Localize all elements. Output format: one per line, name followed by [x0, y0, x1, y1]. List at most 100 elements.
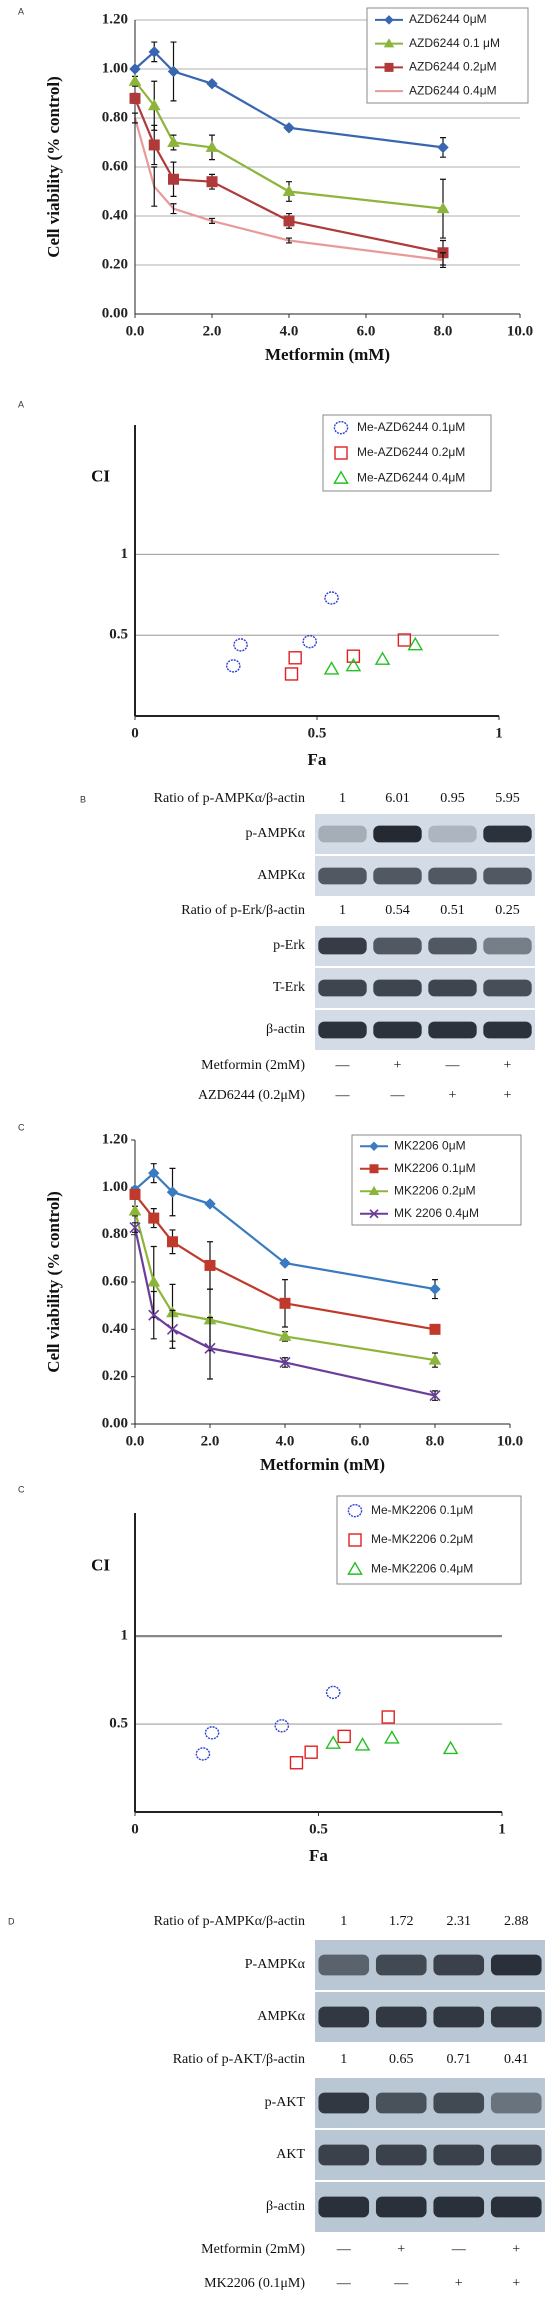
blot-band	[490, 2092, 542, 2114]
x-tick-label: 10.0	[497, 1433, 523, 1449]
blot-band	[375, 2092, 427, 2114]
y-tick-label: 0.20	[102, 1368, 128, 1384]
blot-band	[318, 825, 367, 843]
blot-band	[318, 2196, 370, 2218]
y-tick-label: 0.80	[102, 1226, 128, 1242]
error-bar	[286, 237, 292, 244]
band-label: AMPKα	[257, 868, 305, 883]
y-tick-label: 0.20	[102, 256, 128, 272]
blot-band	[483, 937, 532, 955]
marker	[289, 1756, 304, 1770]
marker	[304, 1745, 318, 1759]
blot-band	[433, 2196, 485, 2218]
marker	[147, 99, 161, 111]
y-tick-label: 0.60	[102, 158, 128, 174]
marker	[354, 1737, 371, 1751]
legend-marker	[384, 62, 394, 72]
marker	[384, 1730, 400, 1744]
x-tick-label: 10.0	[507, 323, 533, 339]
legend-label: MK2206 0.2μM	[394, 1183, 476, 1197]
ratio-value: 1	[340, 2052, 347, 2067]
blot-band	[373, 825, 422, 843]
ratio-value: 0.71	[447, 2052, 472, 2067]
band-label: p-Erk	[273, 938, 305, 953]
band-label: AKT	[276, 2147, 305, 2162]
ratio-value: 1	[340, 1914, 347, 1929]
marker	[436, 202, 450, 214]
series-line	[133, 1227, 436, 1397]
blot-band	[490, 1954, 542, 1976]
series-line	[134, 80, 444, 210]
ratio-label: Ratio of p-Erk/β-actin	[181, 903, 305, 918]
treatment-value: +	[449, 1088, 457, 1103]
marker	[204, 1198, 216, 1210]
legend-label: Me-MK2206 0.2μM	[371, 1532, 473, 1546]
blot-band	[433, 1954, 485, 1976]
blot-band	[433, 2006, 485, 2028]
legend-label: Me-MK2206 0.4μM	[371, 1562, 473, 1576]
blot-band	[373, 1021, 422, 1039]
marker	[128, 74, 142, 86]
blot-band	[483, 867, 532, 885]
treatment-value: +	[504, 1058, 512, 1073]
marker	[442, 1740, 459, 1755]
legend-box	[366, 7, 529, 104]
blot-band	[433, 2092, 485, 2114]
legend-marker	[334, 446, 348, 460]
marker	[129, 92, 141, 104]
y-tick-label: 1.20	[102, 11, 128, 27]
y-tick-label: 0.40	[102, 1321, 128, 1337]
legend-marker	[333, 470, 349, 484]
legend-marker	[333, 420, 349, 435]
marker	[429, 1323, 441, 1335]
marker	[374, 651, 391, 665]
marker	[284, 667, 299, 681]
marker	[129, 1222, 141, 1234]
ratio-label: Ratio of p-AKT/β-actin	[173, 2052, 305, 2067]
y-axis-title: CI	[91, 1556, 110, 1575]
marker	[337, 1729, 351, 1744]
blot-band	[318, 1021, 367, 1039]
x-tick-label: 0.5	[309, 1821, 328, 1837]
blot-band	[318, 2006, 370, 2028]
treatment-value: —	[335, 1058, 351, 1073]
blot-band	[483, 979, 532, 997]
ratio-value: 0.95	[440, 791, 465, 806]
blot-band	[490, 2196, 542, 2218]
treatment-value: —	[451, 2242, 467, 2257]
band-label: T-Erk	[273, 980, 305, 995]
marker	[324, 591, 339, 605]
blot-band	[318, 2144, 370, 2166]
series-line	[133, 1210, 436, 1362]
marker	[429, 1283, 441, 1295]
series-line	[133, 97, 444, 254]
marker	[282, 185, 296, 196]
series-line	[134, 1171, 436, 1291]
x-axis-title: Metformin (mM)	[265, 345, 390, 364]
x-tick-label: 8.0	[426, 1433, 445, 1449]
legend-marker	[369, 1141, 379, 1151]
x-tick-label: 0	[131, 1821, 139, 1837]
panel-label: D	[8, 1916, 15, 1926]
marker	[279, 1257, 291, 1269]
x-tick-label: 0.5	[308, 725, 327, 741]
marker	[233, 638, 248, 652]
panel-label: C	[18, 1122, 25, 1132]
treatment-value: +	[512, 2276, 520, 2291]
treatment-value: —	[445, 1058, 461, 1073]
x-tick-label: 1	[495, 725, 503, 741]
legend-label: Me-AZD6244 0.4μM	[357, 471, 465, 485]
ratio-value: 1	[339, 903, 346, 918]
marker	[346, 649, 361, 663]
band-label: P-AMPKα	[245, 1957, 306, 1972]
blot-band	[373, 867, 422, 885]
marker	[323, 661, 340, 675]
x-tick-label: 6.0	[357, 323, 376, 339]
blot-band	[375, 2196, 427, 2218]
marker	[397, 633, 412, 647]
band-label: β-actin	[266, 1022, 305, 1037]
treatment-value: +	[504, 1088, 512, 1103]
ratio-value: 1.72	[389, 1914, 414, 1929]
marker	[302, 634, 318, 649]
